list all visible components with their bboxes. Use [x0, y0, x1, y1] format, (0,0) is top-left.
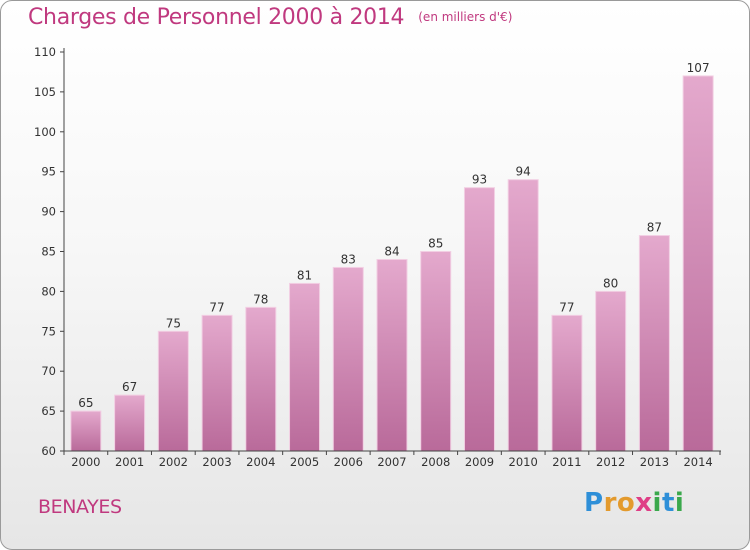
bar-value-label: 80: [603, 276, 618, 290]
y-tick-label: 95: [41, 165, 56, 179]
y-tick-label: 85: [41, 245, 56, 259]
x-tick-label: 2006: [334, 455, 363, 469]
bar-value-label: 94: [516, 165, 531, 179]
bar: [70, 410, 102, 452]
bar-value-label: 83: [341, 252, 356, 266]
labels-layer: 60 65 70 75 80 85 90 95 100 105 110 2000 65 2001 67 200…: [34, 45, 713, 469]
bar: [201, 314, 233, 452]
axes: [60, 48, 721, 455]
x-tick-label: 2002: [159, 455, 188, 469]
bar-value-label: 93: [472, 173, 487, 187]
logo-letter: x: [635, 488, 653, 518]
chart-title-main: Charges de Personnel 2000 à 2014: [28, 5, 405, 30]
x-tick-label: 2008: [421, 455, 450, 469]
bar: [114, 394, 146, 452]
bar-value-label: 84: [384, 244, 399, 258]
bar-value-label: 87: [647, 221, 662, 235]
y-tick-label: 60: [41, 444, 56, 458]
chart-title: Charges de Personnel 2000 à 2014 (en mill…: [28, 5, 512, 30]
bar-value-label: 77: [209, 300, 224, 314]
bar: [245, 306, 277, 452]
bar-value-label: 77: [559, 300, 574, 314]
x-tick-label: 2004: [246, 455, 275, 469]
x-tick-label: 2005: [290, 455, 319, 469]
bar: [551, 314, 583, 452]
chart-title-unit: (en milliers d'€): [418, 10, 513, 24]
logo-letter: t: [661, 488, 675, 518]
x-tick-label: 2003: [202, 455, 231, 469]
bar: [507, 179, 539, 452]
x-tick-label: 2011: [552, 455, 581, 469]
y-tick-label: 65: [41, 404, 56, 418]
y-tick-label: 105: [34, 85, 56, 99]
bars-layer: [70, 75, 714, 452]
bar: [376, 258, 408, 452]
x-tick-label: 2000: [71, 455, 100, 469]
commune-name: BENAYES: [38, 496, 122, 518]
bar-value-label: 107: [687, 61, 710, 75]
bar-value-label: 67: [122, 380, 137, 394]
bar: [157, 330, 189, 452]
y-tick-label: 90: [41, 205, 56, 219]
logo-letter: r: [603, 488, 617, 518]
bar: [463, 187, 495, 452]
bar-value-label: 65: [78, 396, 93, 410]
y-tick-label: 100: [34, 125, 56, 139]
x-tick-label: 2013: [640, 455, 669, 469]
x-tick-label: 2009: [465, 455, 494, 469]
bar: [332, 266, 364, 452]
bar: [638, 235, 670, 452]
bar: [289, 282, 321, 452]
bar: [595, 290, 627, 452]
x-tick-label: 2014: [683, 455, 712, 469]
bar: [420, 251, 452, 452]
bar: [682, 75, 714, 452]
x-tick-label: 2012: [596, 455, 625, 469]
bar-value-label: 75: [166, 316, 181, 330]
proxiti-logo: Proxiti: [584, 488, 684, 518]
bar-value-label: 85: [428, 237, 443, 251]
y-tick-label: 80: [41, 284, 56, 298]
x-tick-label: 2010: [509, 455, 538, 469]
x-tick-label: 2007: [377, 455, 406, 469]
logo-letter: o: [616, 488, 636, 518]
x-tick-label: 2001: [115, 455, 144, 469]
logo-letter: P: [584, 488, 604, 518]
logo-letter: i: [652, 488, 662, 518]
y-tick-label: 70: [41, 364, 56, 378]
bar-value-label: 78: [253, 292, 268, 306]
y-tick-label: 110: [34, 45, 56, 59]
logo-letter: i: [674, 488, 685, 518]
bar-value-label: 81: [297, 268, 312, 282]
y-tick-label: 75: [41, 324, 56, 338]
